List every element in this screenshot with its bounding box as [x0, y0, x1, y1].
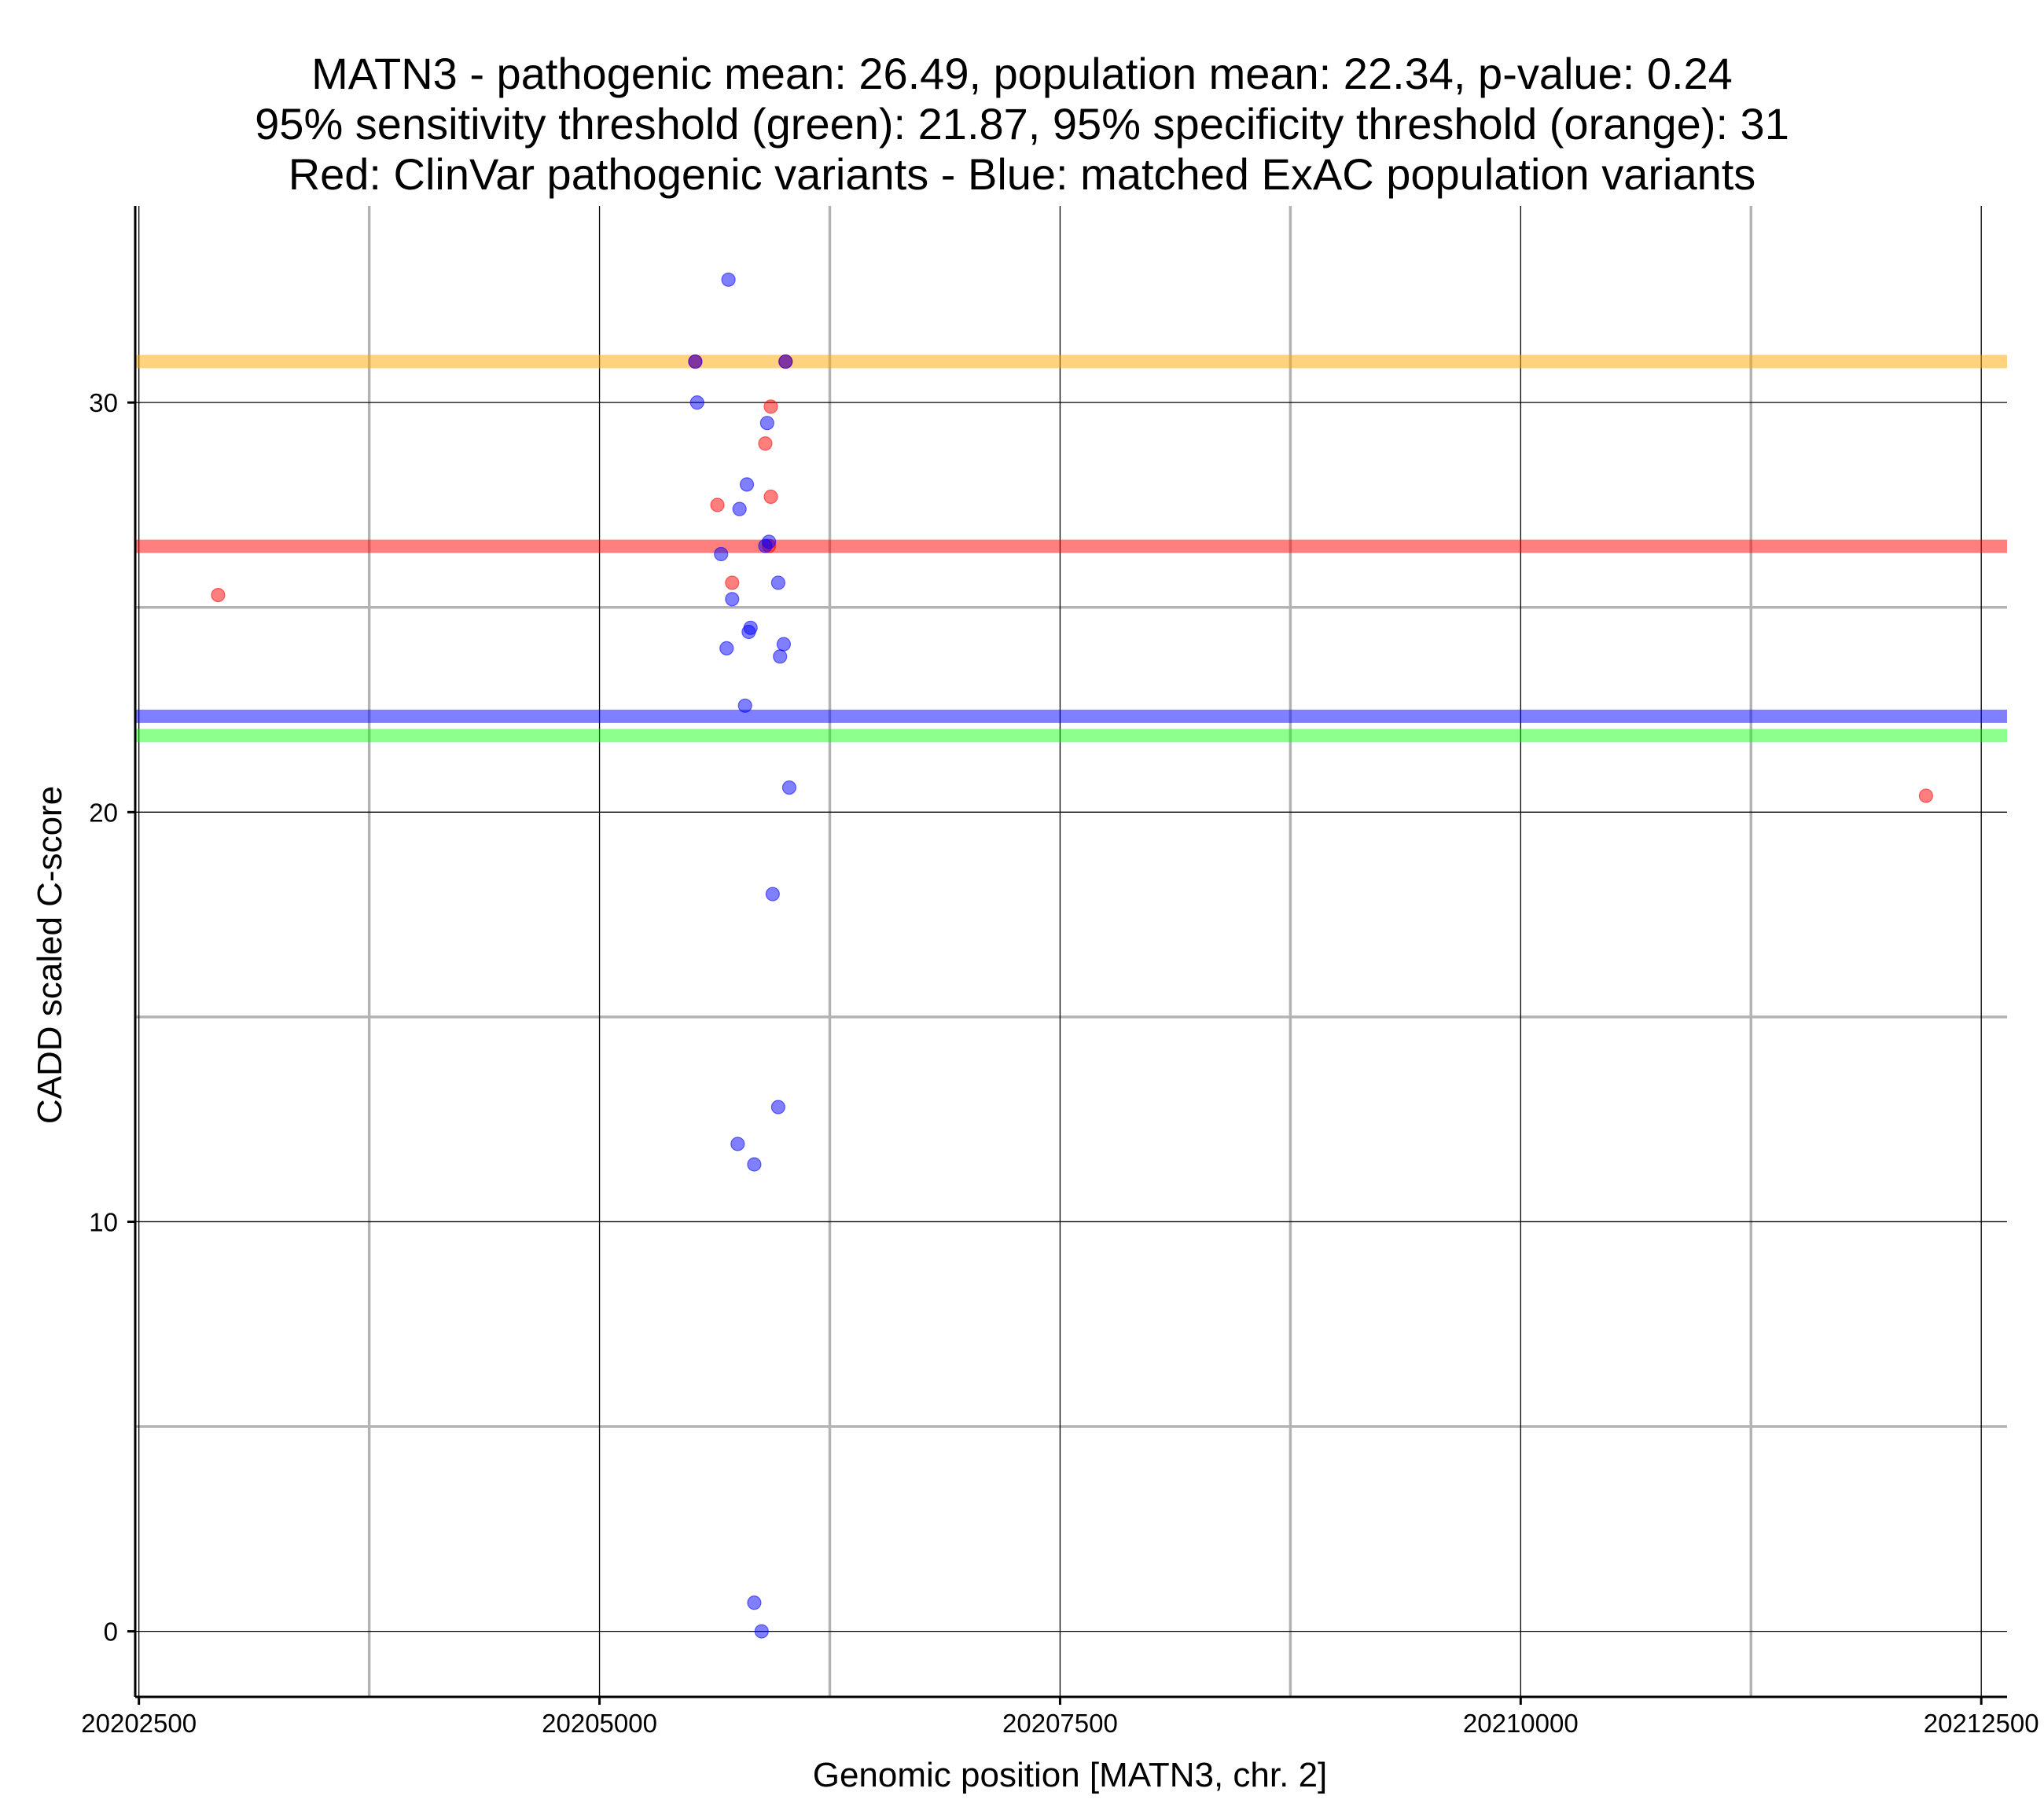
population-point [747, 1157, 762, 1172]
population-point [721, 272, 736, 287]
population-point [739, 477, 755, 492]
y-tick-label: 30 [89, 388, 118, 417]
population-point [737, 698, 752, 713]
pathogenic-point [758, 436, 773, 451]
grid-layer [135, 206, 2007, 1697]
title-line-3: Red: ClinVar pathogenic variants - Blue:… [288, 149, 1756, 199]
population-point [770, 575, 785, 590]
chart-title: MATN3 - pathogenic mean: 26.49, populati… [0, 49, 2044, 200]
title-line-1: MATN3 - pathogenic mean: 26.49, populati… [311, 49, 1733, 98]
population-point [778, 354, 793, 369]
population-point [725, 592, 740, 607]
reference-lines [135, 354, 2007, 743]
pathogenic-point [710, 498, 725, 512]
population-point [758, 538, 773, 553]
pathogenic-point [763, 399, 778, 414]
data-points [211, 272, 1933, 1639]
population-point [781, 780, 797, 795]
x-tick-label: 20205000 [542, 1709, 657, 1738]
x-tick-label: 20212500 [1924, 1709, 2039, 1738]
population-point [759, 416, 774, 431]
x-tick-label: 20207500 [1002, 1709, 1118, 1738]
x-tick-label: 20210000 [1463, 1709, 1579, 1738]
y-tick-label: 10 [89, 1207, 118, 1236]
pathogenic-point [725, 575, 740, 590]
x-tick-label: 20202500 [81, 1709, 197, 1738]
pathogenic-point [763, 489, 778, 505]
y-axis-title: CADD scaled C-score [31, 786, 69, 1124]
y-tick-label: 0 [104, 1618, 118, 1647]
population-point [732, 501, 747, 516]
population-point [765, 887, 780, 901]
population-point [747, 1596, 762, 1610]
population-point [773, 649, 788, 664]
population-point [714, 546, 729, 562]
title-line-2: 95% sensitivity threshold (green): 21.87… [255, 99, 1789, 149]
axes: 20202500 20205000 20207500 20210000 20212500… [81, 206, 2039, 1738]
x-axis-title: Genomic position [MATN3, chr. 2] [813, 1756, 1328, 1794]
population-point [719, 641, 734, 655]
population-point [730, 1137, 745, 1151]
pathogenic-point [1918, 788, 1933, 803]
population-point [689, 395, 704, 410]
population-point [770, 1100, 785, 1114]
population-point [688, 354, 703, 369]
population-point [776, 637, 792, 652]
population-point [754, 1624, 769, 1639]
pathogenic-point [211, 587, 226, 603]
y-tick-label: 20 [89, 798, 118, 827]
population-point [741, 624, 756, 640]
